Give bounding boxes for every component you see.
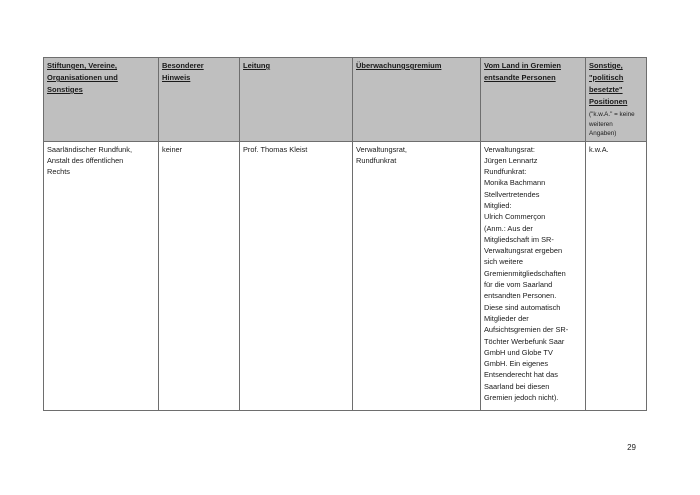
col-header-ueberwachungsgremium-label: Überwachungsgremium [356,61,442,70]
col-header-sonstige: Sonstige, "politisch besetzte" Positione… [585,57,647,142]
col-header-besonderer-hinweis: Besonderer Hinweis [158,57,240,142]
col-header-sonstige-note: ("k.w.A." = keine weiteren Angaben) [589,111,635,137]
col-header-ueberwachungsgremium: Überwachungsgremium [352,57,481,142]
col-header-stiftungen-label: Stiftungen, Vereine, Organisationen und … [47,61,118,94]
col-header-entsandte-personen: Vom Land in Gremien entsandte Personen [480,57,586,142]
col-header-entsandte-personen-label: Vom Land in Gremien entsandte Personen [484,61,561,82]
cell-entsandte-personen: Verwaltungsrat: Jürgen Lennartz Rundfunk… [480,140,586,411]
cell-organisation: Saarländischer Rundfunk, Anstalt des öff… [43,140,159,411]
col-header-stiftungen: Stiftungen, Vereine, Organisationen und … [43,57,159,142]
table-row: Saarländischer Rundfunk, Anstalt des öff… [43,140,647,411]
cell-leitung: Prof. Thomas Kleist [239,140,353,411]
cell-besonderer-hinweis: keiner [158,140,240,411]
table-header-row: Stiftungen, Vereine, Organisationen und … [43,57,647,142]
page-number: 29 [627,443,636,452]
gremien-table: Stiftungen, Vereine, Organisationen und … [43,57,647,411]
col-header-sonstige-label: Sonstige, "politisch besetzte" Positione… [589,61,628,106]
col-header-leitung: Leitung [239,57,353,142]
cell-ueberwachungsgremium: Verwaltungsrat, Rundfunkrat [352,140,481,411]
col-header-leitung-label: Leitung [243,61,271,70]
cell-sonstige: k.w.A. [585,140,647,411]
col-header-besonderer-hinweis-label: Besonderer Hinweis [162,61,204,82]
